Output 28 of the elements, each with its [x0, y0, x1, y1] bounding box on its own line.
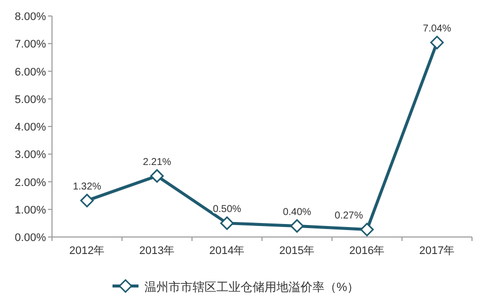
point: [150, 169, 164, 183]
y-tick-label: 2.00%: [14, 176, 46, 189]
data-label: 1.32%: [72, 182, 102, 193]
y-tick-label: 1.00%: [14, 204, 46, 216]
y-tick-label: 5.00%: [14, 94, 46, 106]
y-tick-label: 0.00%: [14, 232, 46, 244]
y-tick-label: 3.00%: [14, 149, 46, 162]
data-label: 7.04%: [422, 24, 452, 35]
x-tick-label: 2014年: [209, 245, 245, 257]
x-tick-label: 2013年: [139, 245, 175, 257]
point: [80, 194, 94, 208]
x-tick-label: 2016年: [349, 245, 385, 257]
legend-label: 温州市市辖区工业仓储用地溢价率（%）: [144, 280, 360, 294]
data-label: 0.50%: [212, 204, 242, 216]
x-tick-label: 2012年: [69, 245, 105, 257]
point: [220, 216, 234, 230]
y-tick-label: 6.00%: [14, 66, 46, 78]
point: [290, 219, 304, 233]
point: [430, 36, 444, 50]
data-label: 0.40%: [282, 206, 312, 218]
y-tick-label: 7.00%: [14, 38, 46, 51]
y-tick-label: 4.00%: [14, 122, 46, 134]
x-tick-label: 2015年: [279, 245, 315, 257]
data-label: 0.27%: [334, 210, 364, 222]
x-tick-label: 2017年: [419, 245, 455, 257]
point: [360, 222, 374, 236]
data-label: 2.21%: [142, 156, 172, 168]
y-tick-label: 8.00%: [14, 11, 46, 23]
